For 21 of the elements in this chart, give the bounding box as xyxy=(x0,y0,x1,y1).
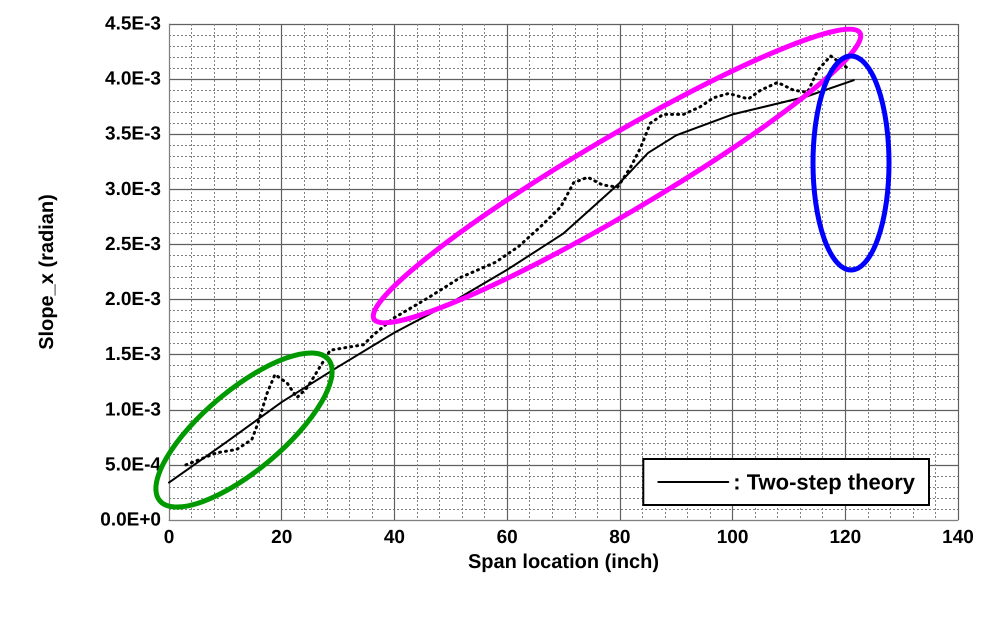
x-tick-label: 120 xyxy=(829,527,862,548)
y-tick-label: 3.5E-3 xyxy=(105,124,161,145)
legend-label: : Two-step theory xyxy=(733,470,916,494)
y-tick-label: 4.0E-3 xyxy=(105,68,161,90)
y-tick-label: 1.0E-3 xyxy=(105,399,161,420)
x-tick-label: 40 xyxy=(384,527,405,548)
x-tick-label: 100 xyxy=(716,527,748,548)
x-tick-label: 60 xyxy=(496,527,518,548)
y-tick-label: 2.5E-3 xyxy=(105,234,161,255)
x-axis-title: Span location (inch) xyxy=(468,551,660,573)
y-tick-label: 1.5E-3 xyxy=(105,344,161,366)
y-tick-label: 3.0E-3 xyxy=(105,178,161,200)
x-tick-label: 0 xyxy=(164,527,174,548)
y-axis-title: Slope_x (radian) xyxy=(36,194,58,350)
y-tick-label: 5.0E-4 xyxy=(105,454,162,476)
x-tick-label: 20 xyxy=(271,527,292,548)
y-tick-label: 4.5E-3 xyxy=(105,14,161,34)
x-tick-label: 140 xyxy=(942,527,974,548)
y-tick-label: 2.0E-3 xyxy=(105,289,161,310)
y-tick-label: 0.0E+0 xyxy=(100,510,161,530)
x-tick-label: 80 xyxy=(609,527,630,548)
